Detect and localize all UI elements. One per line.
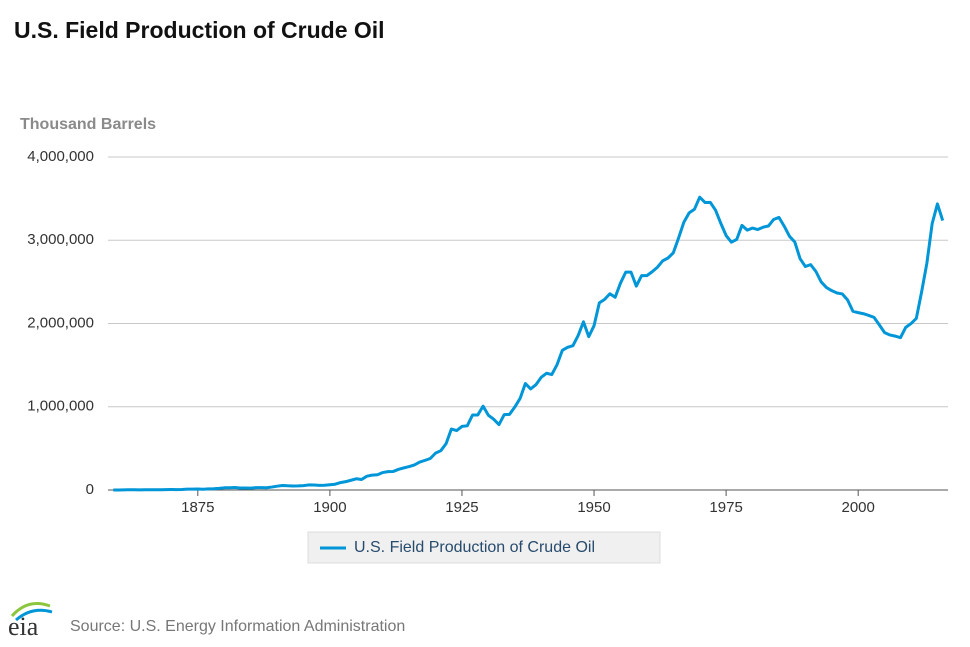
chart-title: U.S. Field Production of Crude Oil [14, 17, 385, 43]
y-tick-label: 4,000,000 [27, 148, 94, 165]
y-tick-label: 1,000,000 [27, 398, 94, 415]
y-axis-label: Thousand Barrels [20, 116, 156, 133]
source: Source: U.S. Energy Information Administ… [70, 618, 405, 635]
x-tick-label: 1925 [445, 499, 478, 516]
y-tick-label: 0 [86, 481, 94, 498]
x-tick-label: 1950 [577, 499, 610, 516]
legend-label: U.S. Field Production of Crude Oil [354, 539, 595, 556]
logo-swoosh [10, 602, 51, 618]
data-line [113, 195, 945, 492]
legend[interactable]: U.S. Field Production of Crude Oil [307, 531, 661, 564]
y-tick-label: 3,000,000 [27, 231, 94, 248]
x-tick-label: 1875 [181, 499, 214, 516]
logo-text: eia [8, 612, 39, 641]
legend-box [307, 531, 661, 564]
x-tick-label: 1900 [313, 499, 346, 516]
x-tick-label: 2000 [842, 499, 875, 516]
x-tick-label: 1975 [709, 499, 742, 516]
y-tick-label: 2,000,000 [27, 314, 94, 331]
logo-swoosh [15, 608, 53, 622]
footer: eia Source: U.S. Energy Information Admi… [8, 602, 405, 641]
